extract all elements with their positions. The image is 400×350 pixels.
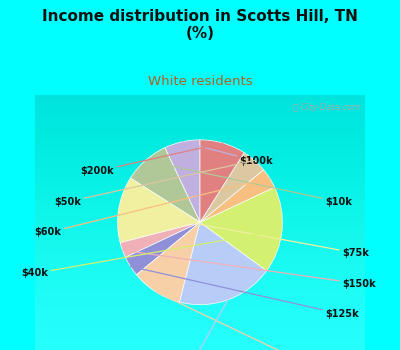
Wedge shape — [165, 140, 200, 222]
Text: $30k: $30k — [156, 292, 312, 350]
Text: ⓘ City-Data.com: ⓘ City-Data.com — [293, 103, 361, 112]
Wedge shape — [118, 178, 200, 243]
Text: $100k: $100k — [182, 142, 273, 166]
Wedge shape — [126, 222, 200, 275]
Text: White residents: White residents — [148, 75, 252, 88]
Text: $50k: $50k — [54, 160, 254, 207]
Wedge shape — [130, 148, 200, 222]
Wedge shape — [136, 222, 200, 302]
Text: $20k: $20k — [160, 300, 228, 350]
Text: $60k: $60k — [35, 178, 270, 237]
Text: $40k: $40k — [22, 230, 282, 278]
Text: Income distribution in Scotts Hill, TN
(%): Income distribution in Scotts Hill, TN (… — [42, 9, 358, 41]
Wedge shape — [200, 153, 264, 222]
Wedge shape — [120, 222, 200, 257]
Text: $10k: $10k — [146, 160, 352, 207]
Wedge shape — [200, 187, 282, 271]
Wedge shape — [200, 170, 274, 222]
Text: $125k: $125k — [130, 266, 359, 319]
Text: $75k: $75k — [118, 209, 369, 258]
Text: $200k: $200k — [81, 143, 223, 176]
Text: $150k: $150k — [122, 250, 375, 288]
Wedge shape — [180, 222, 267, 304]
Wedge shape — [200, 140, 244, 222]
